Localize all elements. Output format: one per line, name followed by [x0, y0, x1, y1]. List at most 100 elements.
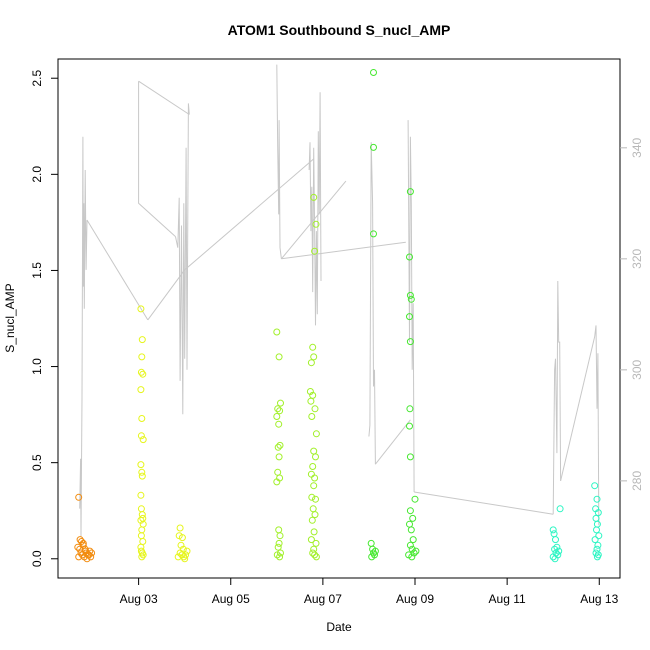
y2-tick-label-3: 340 — [630, 137, 644, 157]
data-point-2-39 — [312, 495, 319, 503]
data-point-3-9 — [406, 188, 414, 196]
data-point-1-25 — [139, 551, 147, 559]
data-point-3-11 — [406, 291, 414, 299]
data-point-1-37 — [181, 555, 189, 563]
data-point-2-28 — [307, 397, 315, 405]
chart-title: ATOM1 Southbound S_nucl_AMP — [228, 22, 451, 38]
data-point-4-11 — [591, 482, 599, 490]
data-point-4-19 — [591, 536, 599, 544]
secondary-line-segment-5 — [147, 158, 315, 321]
data-point-1-5 — [137, 386, 145, 394]
secondary-line-segment-11 — [375, 419, 411, 465]
data-point-1-8 — [139, 436, 147, 444]
data-point-2-3 — [274, 405, 282, 413]
data-point-2-34 — [309, 463, 317, 470]
data-point-2-49 — [312, 553, 320, 561]
data-point-2-9 — [275, 453, 283, 461]
data-point-2-37 — [310, 482, 318, 490]
scatter-points — [74, 69, 603, 563]
data-point-3-13 — [406, 313, 413, 321]
data-point-2-48 — [311, 551, 319, 559]
x-tick-label-3: Aug 09 — [396, 592, 434, 606]
data-point-1-26 — [176, 524, 184, 532]
data-point-3-28 — [412, 547, 420, 555]
data-point-4-21 — [593, 545, 601, 553]
data-point-2-21 — [312, 220, 320, 228]
secondary-line-segment-12 — [407, 120, 415, 493]
data-point-2-40 — [309, 505, 317, 513]
secondary-line-segment-1 — [86, 219, 149, 321]
data-point-2-44 — [307, 536, 315, 544]
x-tick-label-4: Aug 11 — [489, 592, 526, 606]
data-point-4-0 — [549, 526, 557, 534]
data-point-2-14 — [276, 532, 284, 540]
secondary-line-segment-10 — [368, 142, 376, 465]
data-point-0-18 — [87, 553, 95, 561]
x-tick-label-0: Aug 03 — [120, 592, 158, 606]
data-point-2-43 — [310, 528, 318, 536]
data-point-4-4 — [551, 545, 559, 553]
secondary-line-segment-8 — [281, 241, 406, 260]
data-point-2-18 — [273, 551, 281, 559]
data-point-2-26 — [306, 388, 314, 395]
data-point-3-19 — [406, 507, 414, 515]
data-point-1-7 — [137, 432, 145, 440]
x-axis-label: Date — [326, 620, 352, 634]
data-point-2-32 — [310, 447, 318, 455]
data-point-3-3 — [367, 539, 375, 547]
data-point-4-18 — [595, 532, 603, 540]
data-point-1-18 — [138, 526, 146, 534]
y-tick-label-3: 1.5 — [30, 262, 44, 279]
secondary-line-segment-0 — [79, 136, 88, 537]
y-tick-label-2: 1.0 — [30, 358, 44, 375]
secondary-line-segment-16 — [594, 325, 600, 526]
data-point-3-10 — [406, 253, 413, 261]
secondary-line-segment-3 — [138, 80, 190, 115]
data-point-1-16 — [137, 516, 145, 524]
data-point-2-16 — [274, 543, 282, 551]
data-point-1-35 — [183, 547, 191, 555]
data-point-3-8 — [371, 547, 379, 555]
data-point-4-17 — [593, 526, 600, 534]
data-point-1-19 — [137, 532, 145, 540]
data-point-2-15 — [275, 539, 283, 547]
secondary-line-segment-2 — [138, 81, 176, 237]
data-point-2-24 — [310, 353, 318, 361]
secondary-line-segment-15 — [560, 336, 596, 482]
data-point-1-3 — [137, 368, 145, 376]
data-point-2-19 — [276, 553, 284, 561]
data-point-2-36 — [311, 474, 319, 482]
data-point-2-10 — [274, 468, 282, 476]
secondary-line-segment-6 — [276, 64, 282, 259]
secondary-line-segment-14 — [552, 280, 562, 515]
data-point-1-24 — [137, 547, 145, 555]
x-tick-label-1: Aug 05 — [212, 592, 250, 606]
data-point-1-12 — [137, 491, 145, 499]
data-point-2-41 — [311, 511, 319, 519]
data-point-0-12 — [79, 541, 87, 549]
data-point-2-38 — [308, 493, 316, 501]
data-point-4-12 — [593, 495, 601, 503]
y-axis: 0.0 0.5 1.0 1.5 2.0 2.5 — [30, 70, 58, 567]
data-point-0-19 — [88, 549, 96, 557]
data-point-3-7 — [368, 553, 376, 561]
data-point-2-45 — [312, 539, 320, 547]
data-point-3-12 — [407, 295, 415, 303]
data-point-4-16 — [593, 520, 601, 528]
x-axis: Aug 03 Aug 05 Aug 07 Aug 09 Aug 11 Aug 13 — [120, 578, 619, 606]
data-point-4-1 — [550, 530, 558, 538]
data-point-3-22 — [407, 526, 415, 534]
data-point-2-6 — [275, 420, 283, 428]
data-point-3-18 — [411, 495, 419, 503]
data-point-3-14 — [406, 338, 414, 346]
data-point-2-47 — [309, 549, 317, 557]
data-point-4-10 — [551, 555, 559, 563]
y2-axis: 280 300 320 340 — [620, 137, 644, 491]
data-point-4-22 — [592, 549, 600, 557]
data-point-1-36 — [174, 553, 182, 561]
data-point-2-31 — [312, 430, 320, 438]
data-point-0-10 — [76, 536, 84, 544]
data-point-3-25 — [408, 545, 416, 553]
y-axis-label: S_nucl_AMP — [3, 283, 17, 352]
